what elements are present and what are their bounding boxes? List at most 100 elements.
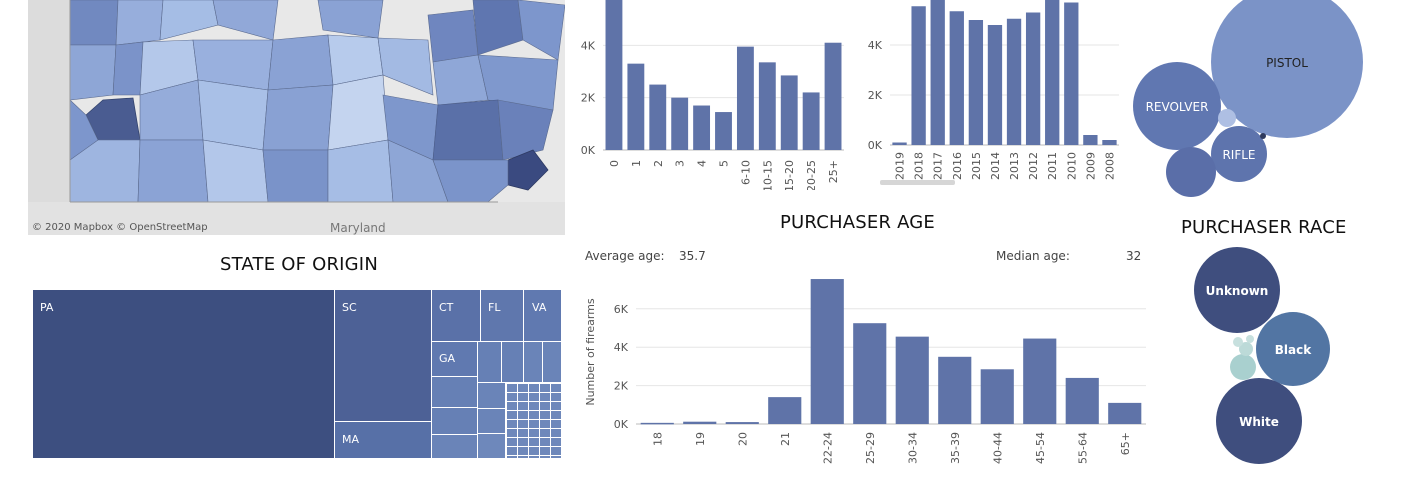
chart-top-right[interactable]: 0K 2K 4K 2019 2018 2017 2016 2015 2014 2013 2012 20… [850,0,1130,190]
bar-2009[interactable] [1083,135,1098,145]
bar-2019[interactable] [892,142,907,146]
x-tick-label: 10-15 [761,160,774,190]
x-tick-label: 3 [674,160,687,167]
county[interactable] [115,0,164,46]
map-svg[interactable] [28,0,565,235]
y-tick-label: 4K [868,39,883,52]
treemap-cell-va[interactable] [524,290,561,341]
median-age-label: Median age: [996,249,1070,263]
bubble-rifle[interactable] [1211,126,1267,182]
treemap-cell-fl[interactable] [481,290,523,341]
gun-type-bubble-chart[interactable]: PISTOL REVOLVER RIFLE [1125,0,1375,200]
county[interactable] [69,44,117,101]
bar-19[interactable] [683,421,717,424]
scrollbar[interactable] [880,180,955,185]
treemap-cell-ct[interactable] [432,290,480,341]
x-tick-label: 45-54 [1034,432,1047,464]
bar-2013[interactable] [1006,18,1022,145]
bar-3[interactable] [671,97,689,150]
bar-2016[interactable] [949,11,964,145]
bubble-unknown[interactable] [1194,247,1280,333]
bar-2[interactable] [649,84,667,150]
county[interactable] [267,34,334,91]
county[interactable] [327,139,394,203]
county[interactable] [377,37,434,96]
x-tick-label: 40-44 [991,432,1004,464]
county[interactable] [327,74,389,151]
bar-45-54[interactable] [1023,338,1057,424]
bubble-white[interactable] [1216,378,1302,464]
county[interactable] [432,159,509,203]
bar-1[interactable] [627,63,645,150]
bar-25-29[interactable] [853,323,887,424]
treemap-cell[interactable] [524,342,542,382]
bubble-small-2[interactable] [1239,342,1253,356]
chart-top-left[interactable]: 0K 2K 4K 0 1 2 3 4 5 6-10 10-15 15-20 20-25 25+ [575,0,845,190]
bar-55-64[interactable] [1065,377,1099,424]
bar-20-25[interactable] [802,92,820,150]
treemap-label-sc: SC [342,301,357,314]
treemap-cell-pa[interactable] [33,290,334,458]
county[interactable] [432,99,504,161]
bar-20[interactable] [725,422,759,424]
state-treemap[interactable]: PA SC MA CT FL VA GA [33,290,561,458]
bar-40-44[interactable] [980,369,1014,424]
county[interactable] [497,99,554,161]
bar-2018[interactable] [911,6,926,145]
bar-10-15[interactable] [758,62,776,150]
treemap-cell[interactable] [432,377,477,407]
map-attribution[interactable]: © 2020 Mapbox © OpenStreetMap [32,222,208,233]
treemap-cell[interactable] [502,342,523,382]
bar-5[interactable] [715,112,732,150]
county[interactable] [197,79,269,151]
treemap-small-cells[interactable] [506,383,561,458]
bar-25+[interactable] [824,42,842,150]
bubble-other[interactable] [1166,147,1216,197]
county[interactable] [112,41,144,96]
county[interactable] [137,139,209,203]
bubble-small-3[interactable] [1233,337,1243,347]
bubble-small[interactable] [1218,109,1236,127]
treemap-cell[interactable] [543,342,561,382]
bar-6-10[interactable] [736,46,754,151]
map-panel[interactable]: © 2020 Mapbox © OpenStreetMap Maryland [28,0,565,235]
bubble-small-4[interactable] [1246,335,1254,343]
bubble-revolver[interactable] [1133,62,1221,150]
bubble-black[interactable] [1256,312,1330,386]
race-bubble-chart[interactable]: Unknown Black White [1180,242,1380,467]
treemap-cell-ga[interactable] [432,342,477,376]
bar-2014[interactable] [987,25,1003,145]
bar-18[interactable] [640,422,674,425]
bar-2010[interactable] [1064,2,1079,146]
county[interactable] [262,84,334,151]
purchaser-age-chart[interactable]: 0K 2K 4K 6K 18 19 20 21 22-24 25-29 30-34 35-39 40-4… [580,270,1150,470]
bar-0[interactable] [605,0,623,150]
treemap-cell-sc[interactable] [335,290,431,421]
bar-21[interactable] [768,397,802,424]
treemap-cell[interactable] [478,434,505,458]
bar-2015[interactable] [968,20,984,145]
treemap-cell-ma[interactable] [335,422,431,458]
bubble-pistol[interactable] [1211,0,1363,138]
county[interactable] [262,149,329,203]
treemap-cell[interactable] [432,435,477,458]
bar-65+[interactable] [1108,402,1142,424]
bubble-tiny[interactable] [1260,133,1266,139]
county[interactable] [69,0,119,46]
bubble-small-1[interactable] [1230,354,1256,380]
bar-22-24[interactable] [810,279,844,424]
bar-2012[interactable] [1025,12,1041,146]
bar-2011[interactable] [1045,0,1060,145]
bar-2008[interactable] [1102,140,1117,145]
county[interactable] [427,9,479,63]
bar-30-34[interactable] [895,336,929,424]
treemap-cell[interactable] [478,409,505,433]
treemap-cell[interactable] [478,383,505,408]
county[interactable] [202,139,269,203]
treemap-cell[interactable] [432,408,477,434]
bar-15-20[interactable] [780,75,798,150]
bar-2017[interactable] [930,0,945,145]
bar-35-39[interactable] [938,356,972,424]
treemap-cell[interactable] [478,342,501,382]
bar-4[interactable] [693,105,711,150]
